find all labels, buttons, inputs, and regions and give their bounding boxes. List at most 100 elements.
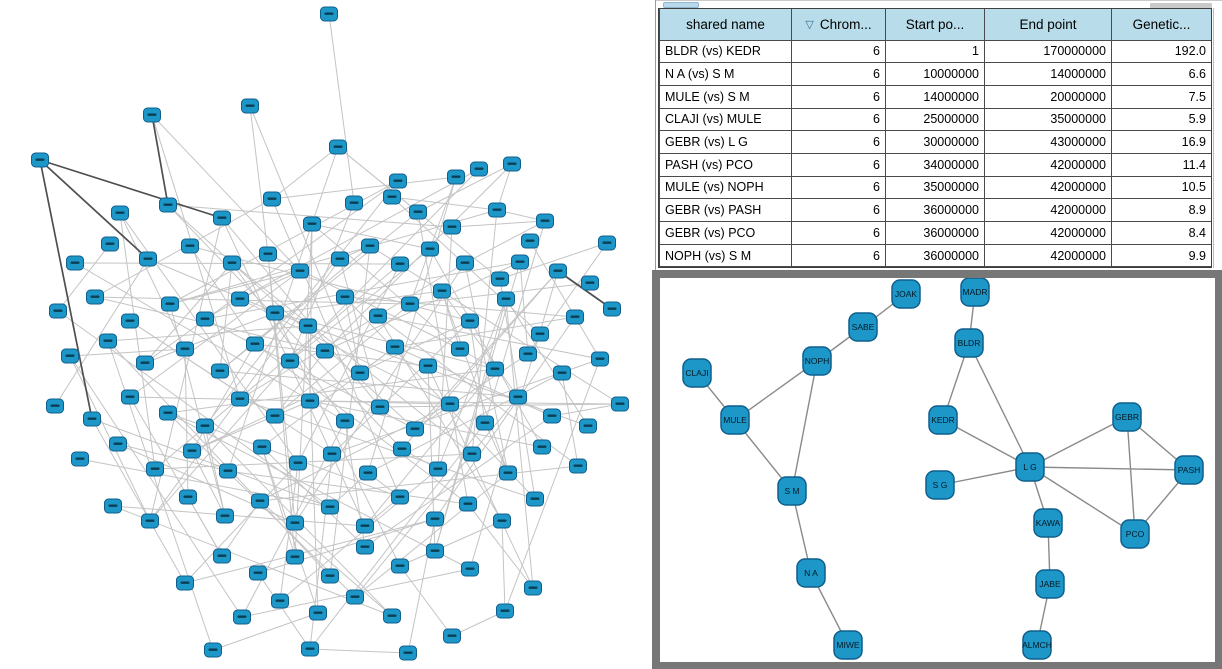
node-shape[interactable] — [1174, 455, 1204, 485]
column-header-chrom[interactable]: ▽ Chrom... — [791, 9, 886, 41]
network-node[interactable] — [476, 415, 494, 431]
preview-node-sg[interactable]: S G — [925, 470, 955, 500]
network-node[interactable] — [447, 169, 465, 185]
network-node[interactable] — [533, 439, 551, 455]
network-node[interactable] — [345, 195, 363, 211]
table-row[interactable]: CLAJI (vs) MULE 6 25000000 35000000 5.9 — [659, 107, 1211, 132]
preview-edge-sg-lg[interactable] — [939, 466, 1031, 486]
network-node[interactable] — [386, 339, 404, 355]
network-node[interactable] — [369, 308, 387, 324]
network-node[interactable] — [321, 568, 339, 584]
network-node[interactable] — [303, 216, 321, 232]
network-node[interactable] — [286, 515, 304, 531]
network-node[interactable] — [86, 289, 104, 305]
table-row[interactable]: GEBR (vs) L G 6 30000000 43000000 16.9 — [659, 130, 1211, 154]
network-node[interactable] — [46, 398, 64, 414]
network-node[interactable] — [441, 396, 459, 412]
network-node[interactable] — [391, 558, 409, 574]
network-node[interactable] — [389, 173, 407, 189]
network-node[interactable] — [266, 408, 284, 424]
network-node[interactable] — [419, 358, 437, 374]
network-node[interactable] — [521, 233, 539, 249]
network-node[interactable] — [216, 508, 234, 524]
network-node[interactable] — [196, 418, 214, 434]
network-node[interactable] — [161, 296, 179, 312]
network-node[interactable] — [323, 446, 341, 462]
network-node[interactable] — [486, 361, 504, 377]
preview-edge-noph-sm[interactable] — [791, 360, 818, 492]
network-node[interactable] — [429, 461, 447, 477]
table-row[interactable]: PASH (vs) PCO 6 34000000 42000000 11.4 — [659, 152, 1211, 177]
node-shape[interactable] — [1033, 508, 1063, 538]
node-shape[interactable] — [802, 346, 832, 376]
network-node[interactable] — [83, 411, 101, 427]
preview-node-mule[interactable]: MULE — [720, 405, 750, 435]
preview-network-canvas[interactable]: JOAK MADR SABE BLDR NOPH CLAJI GEBR MULE KEDR L G… — [660, 277, 1215, 662]
network-node[interactable] — [241, 98, 259, 114]
table-row[interactable]: NOPH (vs) S M 6 36000000 42000000 9.9 — [659, 243, 1211, 267]
table-row[interactable]: MULE (vs) S M 6 14000000 20000000 7.5 — [659, 84, 1211, 109]
network-node[interactable] — [299, 318, 317, 334]
network-node[interactable] — [121, 389, 139, 405]
preview-node-na[interactable]: N A — [796, 558, 826, 588]
network-node[interactable] — [253, 439, 271, 455]
network-node[interactable] — [49, 303, 67, 319]
network-node[interactable] — [509, 389, 527, 405]
network-node[interactable] — [109, 436, 127, 452]
network-node[interactable] — [356, 518, 374, 534]
network-node[interactable] — [566, 309, 584, 325]
preview-node-kedr[interactable]: KEDR — [928, 405, 958, 435]
network-node[interactable] — [579, 418, 597, 434]
preview-edge-bldr-lg[interactable] — [968, 342, 1031, 468]
network-node[interactable] — [461, 561, 479, 577]
column-header-sharedname[interactable]: shared name — [659, 9, 792, 41]
node-shape[interactable] — [1022, 630, 1052, 660]
network-node[interactable] — [336, 289, 354, 305]
preview-node-pash[interactable]: PASH — [1174, 455, 1204, 485]
network-node[interactable] — [603, 301, 621, 317]
network-node[interactable] — [251, 493, 269, 509]
network-node[interactable] — [179, 489, 197, 505]
network-node[interactable] — [196, 311, 214, 327]
network-node[interactable] — [259, 246, 277, 262]
network-node[interactable] — [511, 254, 529, 270]
network-node[interactable] — [263, 191, 281, 207]
column-header-endpoint[interactable]: End point — [984, 9, 1112, 41]
main-network-panel[interactable] — [0, 0, 655, 669]
network-node[interactable] — [331, 251, 349, 267]
network-node[interactable] — [291, 263, 309, 279]
network-node[interactable] — [159, 405, 177, 421]
network-node[interactable] — [233, 609, 251, 625]
network-node[interactable] — [543, 408, 561, 424]
network-node[interactable] — [361, 238, 379, 254]
network-node[interactable] — [329, 139, 347, 155]
node-shape[interactable] — [928, 405, 958, 435]
network-node[interactable] — [249, 565, 267, 581]
network-node[interactable] — [101, 236, 119, 252]
preview-edge-lg-gebr[interactable] — [1029, 416, 1128, 468]
node-shape[interactable] — [954, 328, 984, 358]
preview-node-bldr[interactable]: BLDR — [954, 328, 984, 358]
network-node[interactable] — [371, 399, 389, 415]
node-shape[interactable] — [777, 476, 807, 506]
preview-node-joak[interactable]: JOAK — [891, 279, 921, 309]
network-node[interactable] — [176, 575, 194, 591]
network-node[interactable] — [426, 511, 444, 527]
network-node[interactable] — [281, 353, 299, 369]
table-row[interactable]: GEBR (vs) PCO 6 36000000 42000000 8.4 — [659, 221, 1211, 245]
network-node[interactable] — [399, 645, 417, 661]
network-node[interactable] — [391, 256, 409, 272]
table-row[interactable]: MULE (vs) NOPH 6 35000000 42000000 10.5 — [659, 175, 1211, 200]
scrollbar-thumb[interactable] — [663, 2, 699, 8]
network-node[interactable] — [336, 413, 354, 429]
network-node[interactable] — [111, 205, 129, 221]
network-node[interactable] — [383, 189, 401, 205]
preview-node-kawa[interactable]: KAWA — [1033, 508, 1063, 538]
network-node[interactable] — [301, 641, 319, 657]
node-shape[interactable] — [833, 630, 863, 660]
network-node[interactable] — [159, 197, 177, 213]
network-node[interactable] — [611, 396, 629, 412]
network-node[interactable] — [526, 491, 544, 507]
filter-funnel-icon[interactable]: ▽ — [805, 18, 814, 31]
network-node[interactable] — [406, 421, 424, 437]
